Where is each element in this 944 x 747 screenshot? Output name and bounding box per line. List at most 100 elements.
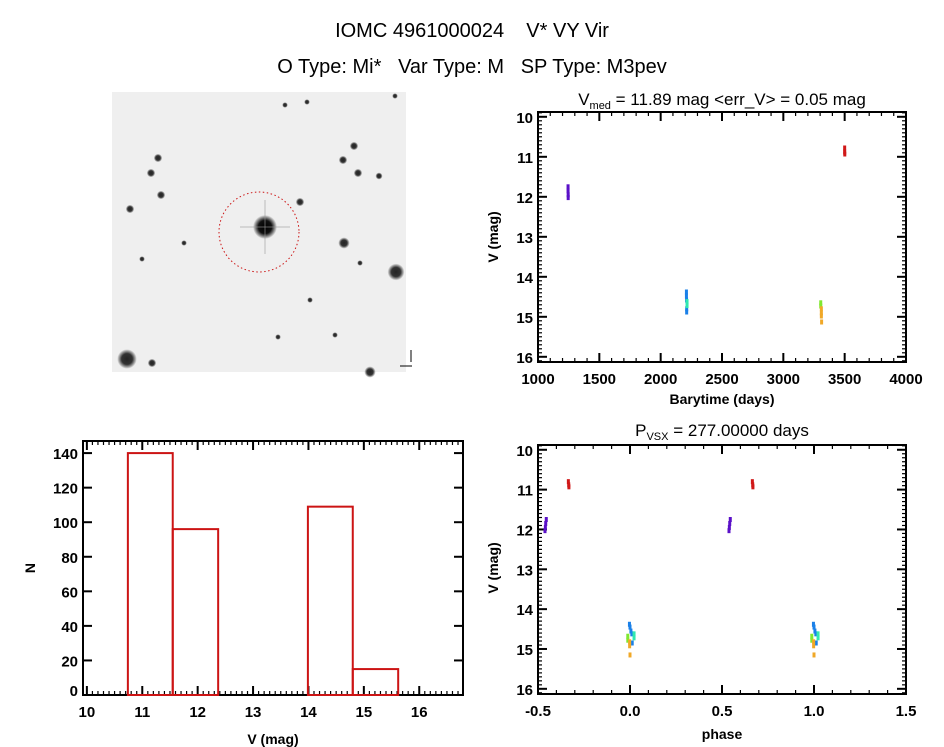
histogram-bar (306, 505, 354, 696)
phased-curve-ylabel: V (mag) (485, 542, 501, 593)
data-point (544, 520, 548, 526)
star (392, 93, 398, 99)
data-point (819, 306, 823, 312)
light-curve-xlabel: Barytime (days) (669, 391, 774, 407)
data-point (566, 195, 570, 201)
star (146, 168, 156, 178)
light-curve-plot: Vmed = 11.89 mag <err_V> = 0.05 mag Bary… (485, 90, 923, 407)
x-tick-label: 10 (79, 704, 96, 721)
histogram-plot: V (mag) N 10 11 12 13 14 15 16 0 20 40 60 80 100 120 1… (22, 440, 464, 747)
star (156, 190, 166, 200)
plot-frame (537, 444, 907, 695)
data-point (544, 517, 548, 523)
star (181, 240, 187, 246)
x-tick-label: 4000 (889, 371, 922, 388)
x-tick-label: 2000 (644, 371, 677, 388)
figure-title: IOMC 4961000024 V* VY Vir (335, 20, 609, 42)
x-tick-label: 13 (245, 704, 262, 721)
data-point (566, 192, 570, 198)
data-point (810, 633, 814, 639)
y-tick-label: 140 (53, 446, 78, 463)
histogram-ylabel: N (22, 563, 38, 573)
y-tick-label: 40 (61, 619, 78, 636)
y-tick-label: 80 (61, 550, 78, 567)
y-tick-label: 11 (517, 150, 533, 167)
x-tick-label: 11 (134, 704, 150, 721)
star (364, 366, 376, 378)
data-point (820, 319, 824, 325)
phased-curve-xlabel: phase (702, 726, 743, 742)
star (332, 332, 338, 338)
plot-frame (82, 440, 464, 696)
star (338, 237, 350, 249)
light-curve-ylabel: V (mag) (485, 211, 501, 262)
y-tick-label: 12 (516, 190, 533, 207)
data-point (626, 637, 630, 643)
x-tick-label: 14 (300, 704, 317, 721)
data-point (684, 293, 688, 299)
data-point (816, 631, 820, 637)
data-point (819, 313, 823, 319)
star (387, 263, 405, 281)
y-tick-label: 16 (516, 350, 533, 367)
x-tick-label: 1500 (583, 371, 616, 388)
y-tick-label: 13 (516, 562, 533, 579)
data-point (627, 621, 631, 627)
data-point (728, 517, 732, 523)
data-point (812, 624, 816, 630)
data-point (843, 145, 847, 151)
y-tick-label: 20 (61, 653, 78, 670)
histogram-bar (171, 528, 220, 696)
light-curve-title: Vmed = 11.89 mag <err_V> = 0.05 mag (578, 90, 866, 112)
x-tick-label: 16 (411, 704, 428, 721)
phased-curve-plot: PVSX = 277.00000 days phase V (mag) -0.5… (485, 421, 916, 742)
aperture-circle (218, 191, 300, 273)
data-point (685, 303, 689, 309)
data-point (685, 299, 689, 305)
data-point (812, 652, 816, 658)
data-point (566, 184, 570, 190)
data-point (810, 637, 814, 643)
x-tick-label: 3000 (767, 371, 800, 388)
x-tick-label: 15 (356, 704, 373, 721)
star (375, 172, 383, 180)
finder-chart-image (112, 92, 412, 378)
histogram-xlabel: V (mag) (247, 731, 298, 747)
x-tick-label: 2500 (705, 371, 738, 388)
plot-frame (537, 111, 907, 363)
data-point (728, 520, 732, 526)
data-point (684, 289, 688, 295)
data-point (632, 635, 636, 641)
data-point (727, 528, 731, 534)
star (353, 168, 363, 178)
data-point (685, 306, 689, 312)
data-point (630, 640, 634, 646)
data-point (630, 631, 634, 637)
y-tick-label: 10 (516, 443, 533, 460)
data-point (751, 484, 755, 490)
histogram-bar (351, 668, 400, 696)
data-point (566, 479, 570, 485)
data-point (843, 151, 847, 157)
y-tick-label: 100 (53, 515, 78, 532)
data-point (566, 188, 570, 194)
x-tick-label: 1.5 (896, 703, 917, 720)
data-point (814, 631, 818, 637)
phased-curve-title: PVSX = 277.00000 days (635, 421, 809, 443)
data-point (629, 628, 633, 634)
y-tick-label: 11 (517, 483, 533, 500)
y-tick-label: 15 (516, 642, 533, 659)
data-point (813, 628, 817, 634)
data-point (628, 643, 632, 649)
y-tick-label: 15 (516, 310, 533, 327)
data-point (812, 643, 816, 649)
y-tick-label: 14 (516, 602, 533, 619)
star (357, 260, 363, 266)
y-tick-label: 0 (70, 683, 78, 700)
y-tick-label: 10 (516, 110, 533, 127)
star (338, 155, 348, 165)
histogram-bar (126, 452, 174, 696)
x-tick-label: 3500 (828, 371, 861, 388)
data-point (819, 303, 823, 309)
